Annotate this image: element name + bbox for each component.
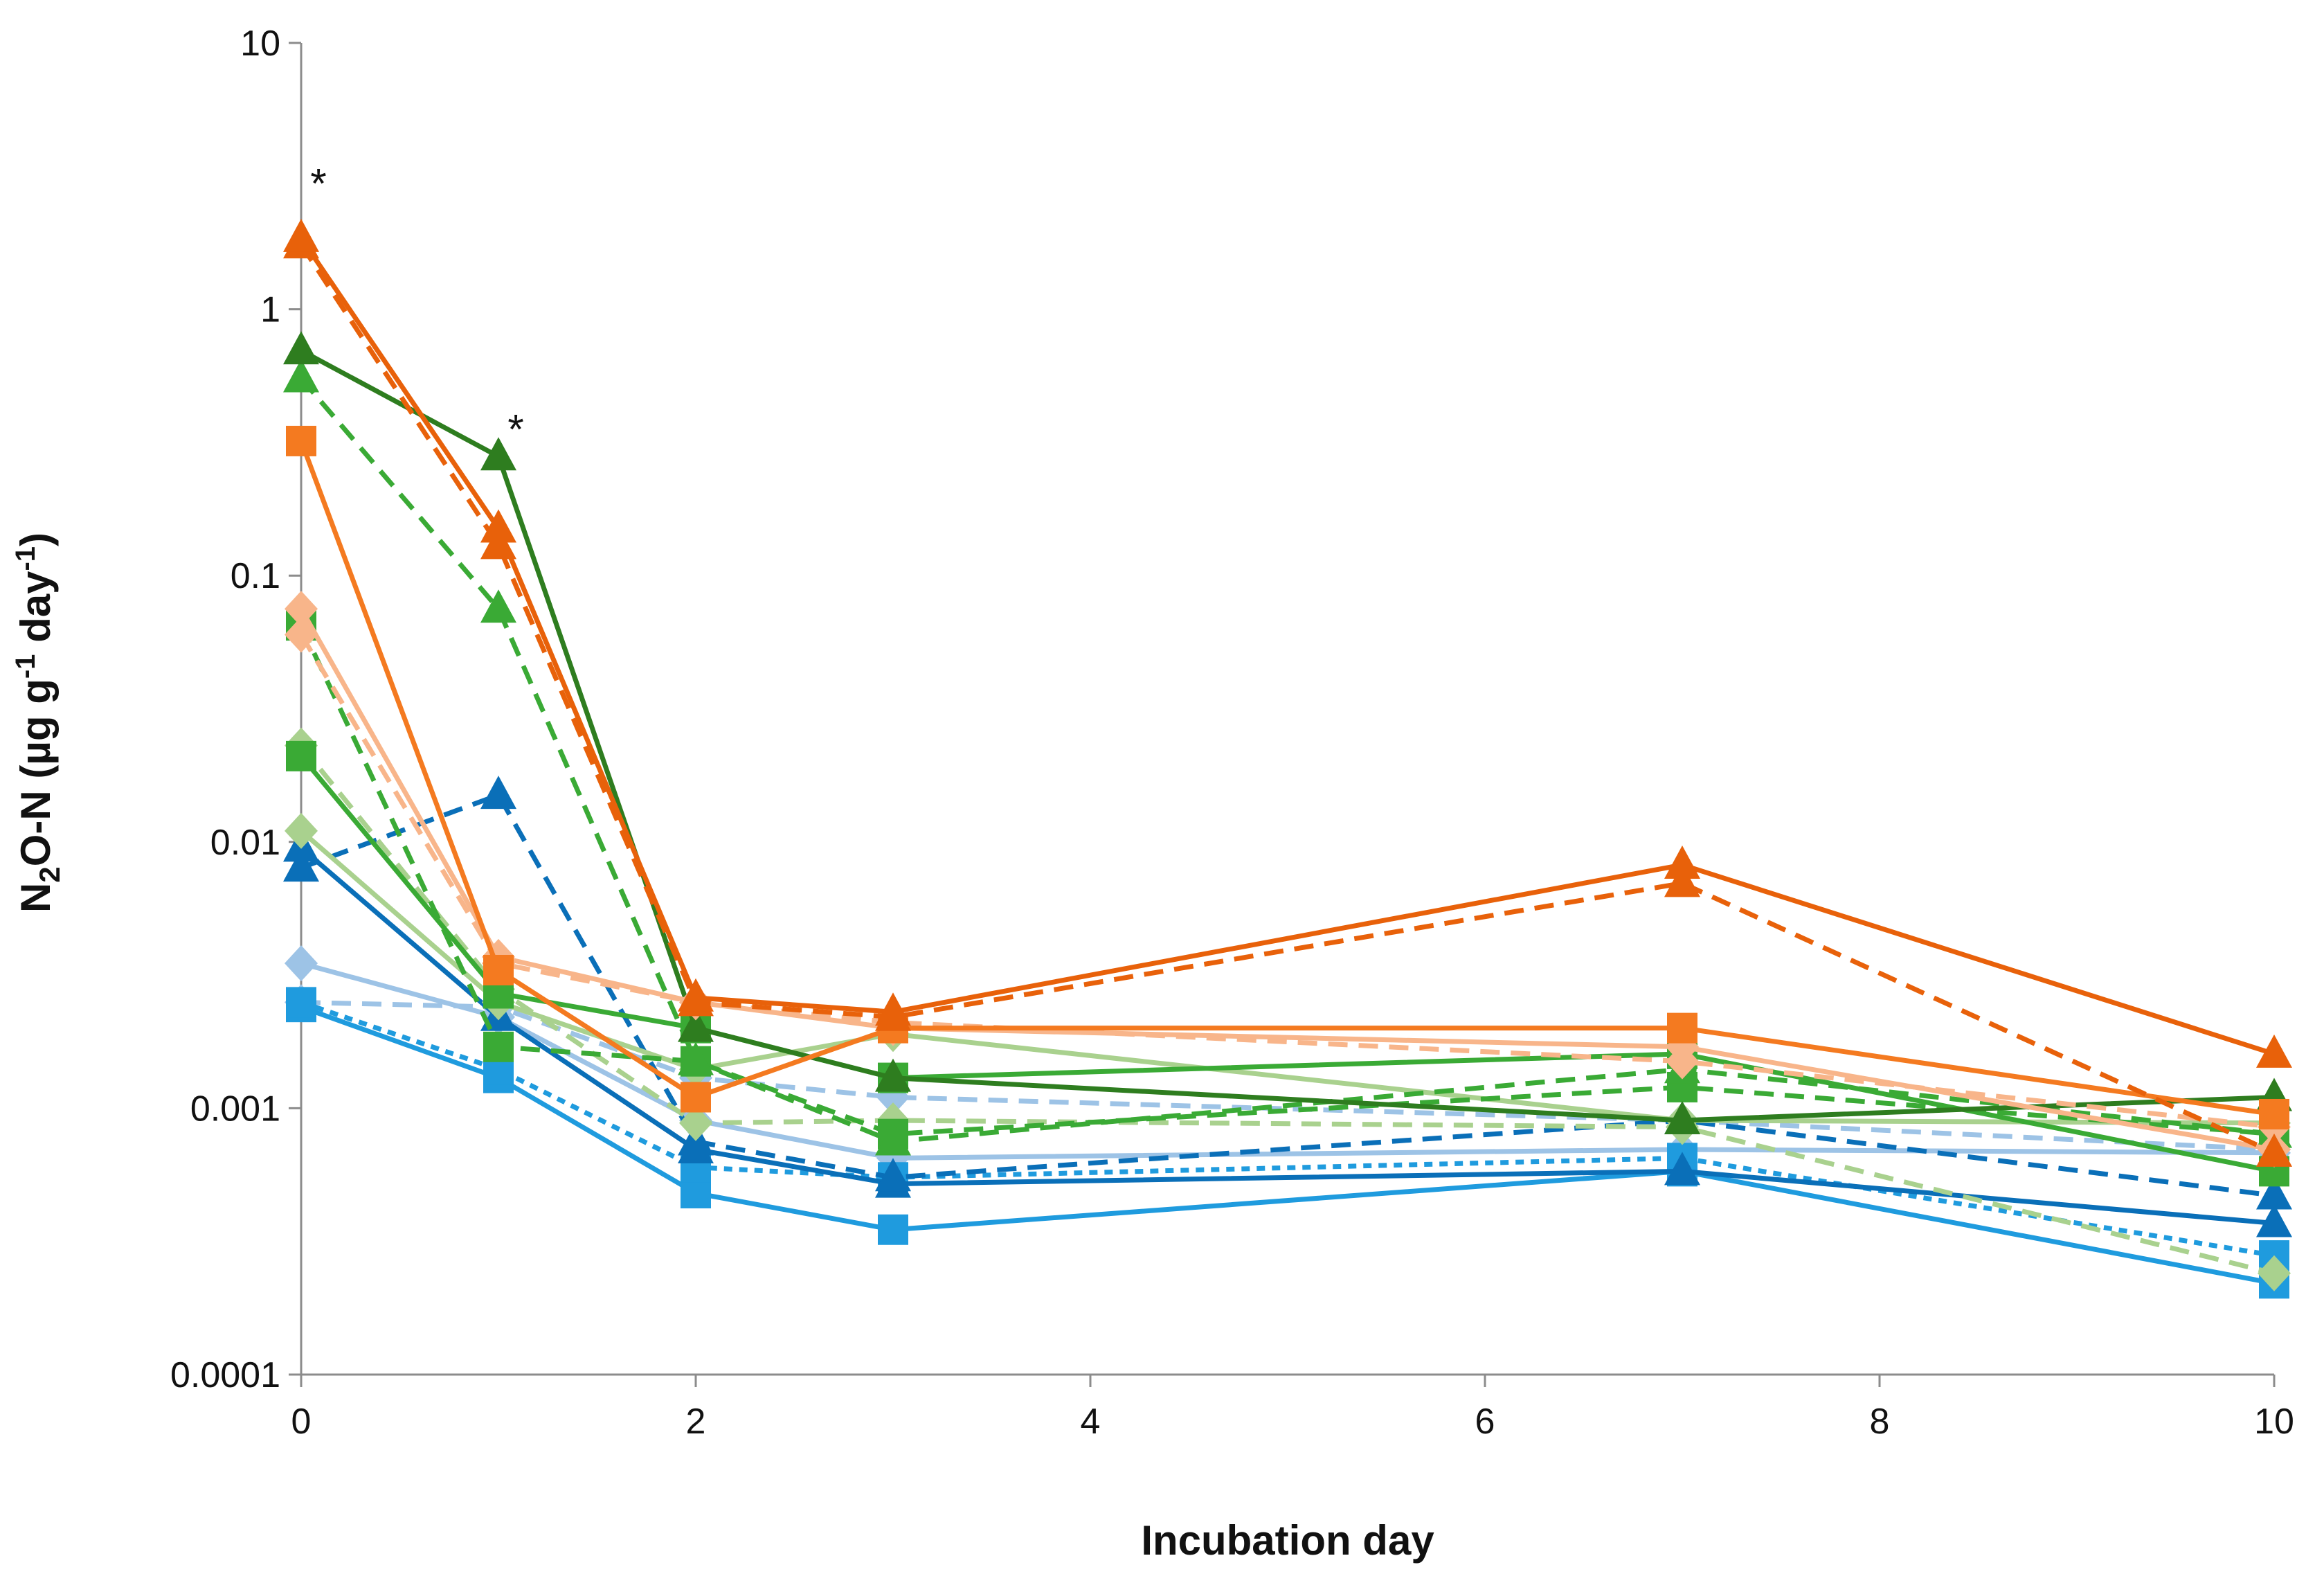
y-axis-title-part: ): [12, 533, 59, 546]
y-axis-title-part: O-N (µg g: [12, 679, 59, 866]
y-tick-label: 10: [240, 24, 280, 64]
data-point-triangle: [283, 848, 319, 882]
data-point-triangle: [1664, 864, 1700, 897]
data-point-square: [681, 1177, 711, 1208]
data-point-triangle: [283, 359, 319, 393]
series-line: [298, 607, 2275, 1152]
series-line: [298, 440, 2275, 1117]
data-point-triangle: [875, 992, 911, 1026]
series-line: [300, 999, 2275, 1152]
series-line: [299, 243, 2276, 1155]
data-point-triangle: [1664, 1100, 1700, 1134]
y-axis-title-part: N: [12, 883, 59, 913]
data-point-triangle: [2256, 1204, 2292, 1237]
data-point-triangle: [875, 1122, 911, 1156]
data-point-diamond: [285, 945, 318, 982]
y-tick-label: 0.01: [210, 823, 280, 863]
x-axis-title: Incubation day: [1141, 1517, 1434, 1564]
series-layer: [283, 218, 2292, 1299]
y-axis-title-part: -1: [10, 654, 41, 679]
data-point-triangle: [480, 509, 516, 543]
data-point-triangle: [480, 589, 516, 623]
series-green-square-dashed: [286, 610, 2289, 1150]
x-tick-label: 2: [686, 1402, 706, 1442]
data-point-triangle: [2256, 1133, 2292, 1167]
data-point-diamond: [1666, 1043, 1699, 1080]
data-point-triangle: [2256, 1034, 2292, 1068]
y-axis-title-part: 2: [33, 866, 66, 882]
data-point-diamond: [2258, 1255, 2291, 1291]
data-point-square: [878, 1214, 908, 1245]
series-orange-square-solid: [286, 425, 2289, 1129]
data-point-diamond: [285, 812, 318, 849]
data-point-triangle: [875, 1158, 911, 1192]
y-tick-label: 0.001: [190, 1089, 280, 1129]
data-point-diamond: [285, 616, 318, 653]
series-line: [300, 1004, 2275, 1286]
series-line: [299, 377, 2275, 1144]
data-point-square: [681, 1082, 711, 1113]
series-line: [299, 846, 2275, 1226]
y-axis-title-part: -1: [10, 546, 41, 571]
axes-layer: 0.0001 0.001 0.01 0.1 1 10 0 2 4 6 8 10: [170, 24, 2294, 1442]
data-point-square: [286, 740, 316, 771]
data-point-triangle: [678, 978, 714, 1012]
data-point-diamond: [679, 1104, 712, 1141]
data-point-diamond: [285, 591, 318, 627]
series-line: [300, 792, 2275, 1198]
y-tick-label: 1: [260, 290, 280, 330]
data-point-triangle: [678, 1008, 714, 1042]
data-point-triangle: [283, 331, 319, 365]
x-tick-label: 0: [291, 1402, 312, 1442]
data-point-triangle: [1664, 845, 1700, 879]
data-point-triangle: [678, 1041, 714, 1075]
series-light-orange-diamond-solid: [285, 591, 2291, 1168]
series-line: [298, 633, 2275, 1129]
data-point-triangle: [480, 776, 516, 810]
series-line: [298, 624, 2275, 1137]
data-point-square: [286, 425, 316, 456]
data-point-square: [483, 954, 514, 985]
y-axis-title-part: day: [12, 571, 59, 654]
data-point-square: [2259, 1098, 2289, 1129]
y-tick-label: 0.0001: [170, 1355, 280, 1395]
significance-asterisk: *: [310, 161, 326, 207]
series-line: [300, 1000, 2275, 1258]
data-point-square: [1667, 1012, 1697, 1044]
data-point-triangle: [2256, 1176, 2292, 1210]
significance-asterisk: *: [507, 406, 523, 453]
data-point-triangle: [1664, 1152, 1700, 1186]
data-point-triangle: [480, 437, 516, 471]
data-point-square: [286, 987, 316, 1018]
x-tick-label: 8: [1870, 1402, 1890, 1442]
series-dark-green-triangle-solid: [283, 331, 2292, 1134]
series-line: [300, 960, 2275, 1161]
series-line: [300, 348, 2275, 1123]
series-line: [299, 829, 2275, 1126]
data-point-triangle: [875, 1058, 911, 1092]
series-line: [299, 236, 2276, 1057]
x-tick-label: 6: [1475, 1402, 1495, 1442]
x-tick-label: 10: [2254, 1402, 2294, 1442]
annotation-layer: **: [310, 161, 523, 453]
series-dark-blue-triangle-dashed: [283, 776, 2292, 1210]
y-tick-label: 0.1: [231, 556, 280, 596]
data-point-triangle: [283, 218, 319, 252]
data-point-square: [483, 1031, 514, 1062]
series-orange-triangle-solid: [283, 218, 2292, 1068]
series-line: [299, 744, 2275, 1276]
x-tick-label: 4: [1081, 1402, 1101, 1442]
y-axis-title: N2O-N (µg g-1 day-1): [10, 533, 66, 913]
